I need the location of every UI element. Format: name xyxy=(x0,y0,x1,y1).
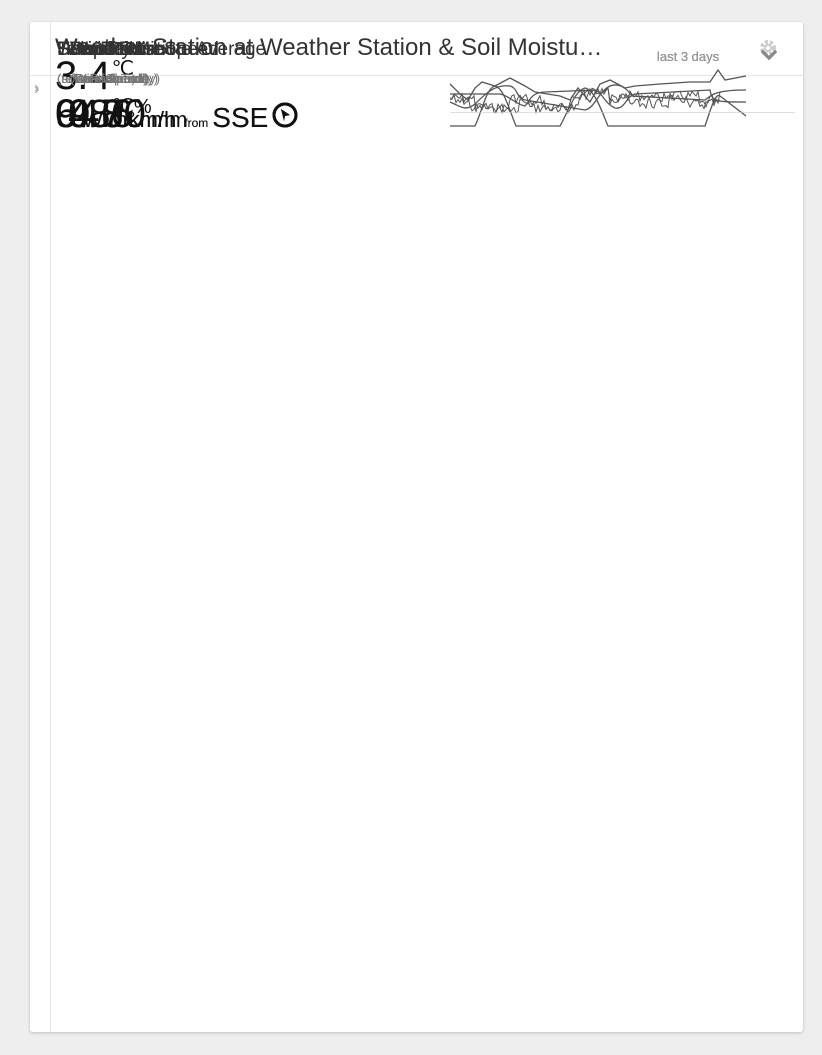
metric-sublabel: (solarRadiation) xyxy=(57,71,149,86)
compass-icon xyxy=(272,102,298,128)
metric-value: 9.7 km/h from SSE xyxy=(68,92,298,137)
collapse-chevron[interactable] xyxy=(760,49,778,61)
sparkline xyxy=(449,68,747,104)
metric-label: Rainfall xyxy=(70,39,134,60)
value-number: 9.8 xyxy=(55,92,111,136)
metric-row: Solar Radiation (solarRadiation) 0 W/m² last… xyxy=(30,39,803,550)
sparkline xyxy=(450,89,747,109)
time-range: last 3 days xyxy=(657,49,720,64)
value-unit: % xyxy=(133,96,152,118)
wind-direction: SSE xyxy=(212,102,269,133)
weather-card: Weather Station at Weather Station & Soi… xyxy=(30,22,803,1032)
metric-value: 64.6% xyxy=(55,92,152,137)
metric-sublabel: (Wind Speed) xyxy=(70,71,150,86)
time-range: last 3 days xyxy=(657,49,720,64)
time-range: last 3 days xyxy=(657,49,720,64)
sparkline-path xyxy=(450,89,747,109)
sparkline-path xyxy=(449,86,721,115)
wind-direction: SSE xyxy=(212,102,269,133)
value-unit: W/m² xyxy=(82,107,135,132)
compass-ring xyxy=(272,102,298,128)
card-header: Weather Station at Weather Station & Soi… xyxy=(30,22,803,76)
metric-value: 9.8℃ xyxy=(55,92,134,137)
time-range: last 3 days xyxy=(657,49,720,64)
metric-row: Dew Point 3.4℃ last 3 days xyxy=(30,39,803,411)
metric-row: › Wind Gust Speed (Gust Speed) 9.7 km/h from S… xyxy=(30,22,803,1032)
metric-value: 3.4℃ xyxy=(55,54,134,99)
expand-chevron[interactable]: › xyxy=(34,80,40,98)
metric-row: › Wind 5 Minute Average (Wind Speed) 4.8 km/… xyxy=(30,22,803,1032)
time-range: last 3 days xyxy=(657,49,720,64)
sparkline-path xyxy=(450,85,747,127)
value-unit: mm xyxy=(150,107,188,132)
value-unit: ℃ xyxy=(111,96,135,118)
settings-icon[interactable] xyxy=(758,38,778,58)
metric-label: Solar Radiation xyxy=(57,39,187,60)
from-label: from xyxy=(184,116,209,130)
row-divider xyxy=(50,22,51,1032)
value-number: 64.6 xyxy=(55,92,133,136)
sparkline xyxy=(450,112,795,113)
metric-label: Humidity xyxy=(57,39,131,60)
value-number: 0 xyxy=(55,92,78,136)
value-number: 3.4 xyxy=(55,54,111,98)
value-unit: km/h xyxy=(128,107,177,132)
metric-sublabel: (relativeHumidity) xyxy=(57,71,159,86)
sparkline xyxy=(449,86,721,115)
value-unit: km/h xyxy=(128,107,177,132)
chevron-shape xyxy=(760,49,778,61)
metric-sublabel: (temperature) xyxy=(57,71,136,86)
time-range: last 3 days xyxy=(657,49,720,64)
metric-value: 0 W/m² xyxy=(55,92,135,137)
metric-label: Dew Point xyxy=(57,39,144,60)
card-title: Weather Station at Weather Station & Soi… xyxy=(55,34,603,61)
metric-label: Wind 5 Minute Average xyxy=(70,39,267,60)
metric-value: 0.00 mm xyxy=(68,92,188,137)
metric-value: 4.8 km/h from SSE xyxy=(68,92,298,137)
sparkline xyxy=(450,85,747,127)
sparkline-path xyxy=(449,68,747,104)
compass-arrow xyxy=(281,109,291,121)
value-number: 4.8 xyxy=(68,92,124,136)
metric-label: Temperature xyxy=(57,39,164,60)
value-unit: ℃ xyxy=(111,58,135,80)
value-number: 9.7 xyxy=(68,92,124,136)
metric-row: › Rainfall (Rainfall Today) 0.00 mm last 3 da… xyxy=(30,22,803,1032)
expand-chevron[interactable]: › xyxy=(34,81,40,98)
metric-label: Wind Gust Speed xyxy=(70,39,219,60)
metric-row: Humidity (relativeHumidity) 64.6% last 3 da… xyxy=(30,39,803,300)
metric-sublabel: (Gust Speed) xyxy=(70,71,148,86)
expand-chevron[interactable]: › xyxy=(34,79,40,96)
from-label: from xyxy=(184,116,209,130)
time-range: last 3 days xyxy=(657,49,720,64)
value-number: 0.00 xyxy=(68,92,146,136)
metric-sublabel: (Rainfall Today) xyxy=(70,71,161,86)
metric-row: Temperature (temperature) 9.8℃ last 3 days xyxy=(30,22,803,161)
